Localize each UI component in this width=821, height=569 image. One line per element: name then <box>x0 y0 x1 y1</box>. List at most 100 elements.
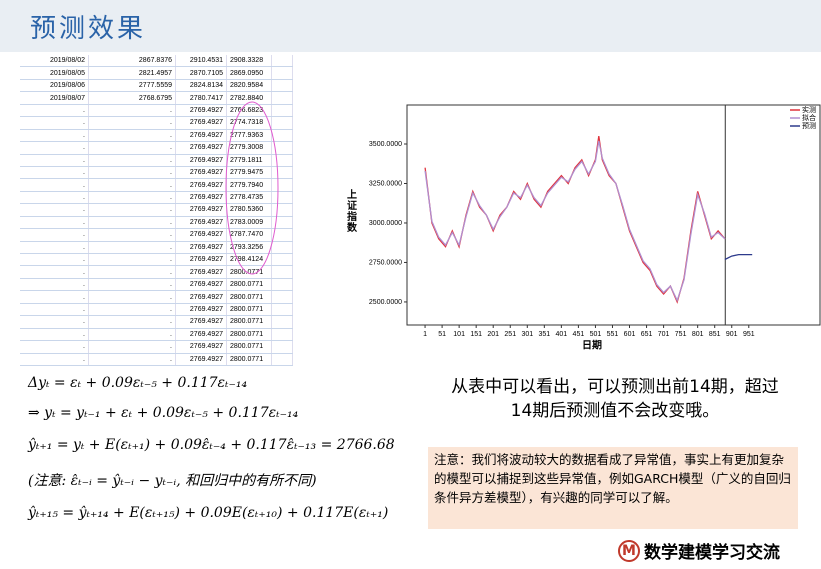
plot-frame <box>406 104 821 326</box>
x-tick-label: 1 <box>423 331 427 338</box>
x-tick-label: 201 <box>487 331 499 338</box>
legend-label: 预测 <box>802 121 816 130</box>
table-cell-empty <box>271 178 293 192</box>
table-cell: 2769.4927 <box>175 216 227 230</box>
x-tick-label: 251 <box>504 331 516 338</box>
table-cell: . <box>88 353 176 366</box>
title: 预测效果 <box>30 14 147 44</box>
x-tick-label: 351 <box>538 331 550 338</box>
logo: M 数学建模学习交流 <box>618 538 780 563</box>
table-cell: . <box>20 154 89 167</box>
table-cell: . <box>88 315 176 329</box>
table-cell-empty <box>271 216 293 230</box>
x-tick-label: 101 <box>453 331 465 338</box>
table-cell: 2777.9363 <box>226 129 272 143</box>
table-cell: . <box>20 178 89 192</box>
table-cell: 2910.4531 <box>175 55 227 68</box>
table-row: .. 2769.4927 2787.7470 <box>20 228 293 242</box>
note: 注意：我们将波动较大的数据看成了异常值，事实上有更加复杂的模型可以捕捉到这些异常… <box>428 447 798 529</box>
table-cell: . <box>88 278 176 292</box>
table-cell: . <box>88 328 176 342</box>
y-tick-label: 2750.0000 <box>369 259 402 266</box>
conclusion: 从表中可以看出，可以预测出前14期，超过14期后预测值不会改变哦。 <box>451 377 779 421</box>
table-cell: . <box>88 253 176 267</box>
table-row: .. 2769.4927 2793.3256 <box>20 241 293 255</box>
table-row: 2019/08/02 2867.8376 2910.4531 2908.3328 <box>20 55 293 68</box>
table-cell: 2769.4927 <box>175 141 227 155</box>
table-cell: . <box>88 166 176 180</box>
table-cell-empty <box>271 328 293 342</box>
formula: Δyₜ = εₜ + 0.09εₜ₋₅ + 0.117εₜ₋₁₄ <box>28 375 248 391</box>
table-cell: . <box>88 228 176 242</box>
x-tick-label: 751 <box>675 331 687 338</box>
table-cell: . <box>88 141 176 155</box>
table-row: .. 2769.4927 2800.0771 <box>20 328 293 342</box>
table-row: 2019/08/06 2777.5559 2824.8134 2820.9584 <box>20 79 293 93</box>
x-axis-label: 日期 <box>582 339 602 352</box>
table-cell: 2779.7940 <box>226 178 272 192</box>
table-row: .. 2769.4927 2779.7940 <box>20 178 293 192</box>
table-row: .. 2769.4927 2780.5360 <box>20 203 293 217</box>
table-cell: 2787.7470 <box>226 228 272 242</box>
table-cell-empty <box>271 228 293 242</box>
x-tick-label: 551 <box>607 331 619 338</box>
table-cell: 2800.0771 <box>226 278 272 292</box>
table-cell: . <box>20 340 89 354</box>
table-row: .. 2769.4927 2779.3008 <box>20 141 293 155</box>
table-cell: . <box>88 290 176 304</box>
table-cell-empty <box>271 91 293 105</box>
table-cell: 2777.5559 <box>88 79 176 93</box>
table-cell-empty <box>271 191 293 205</box>
logo-text: 数学建模学习交流 <box>644 543 780 563</box>
table-cell: 2821.4957 <box>88 66 176 80</box>
y-tick-label: 3500.0000 <box>369 141 402 148</box>
table-cell: 2869.0950 <box>226 66 272 80</box>
table-row: .. 2769.4927 2800.0771 <box>20 290 293 304</box>
table-row: .. 2769.4927 2800.0771 <box>20 315 293 329</box>
series-line <box>424 136 726 304</box>
table-cell: 2769.4927 <box>175 340 227 354</box>
table-cell: . <box>88 303 176 317</box>
table-cell: 2800.0771 <box>226 315 272 329</box>
x-tick-label: 151 <box>470 331 482 338</box>
table-cell: 2779.1811 <box>226 154 272 167</box>
table-cell-empty <box>271 253 293 267</box>
table-cell: 2779.9475 <box>226 166 272 180</box>
table-cell: 2800.0771 <box>226 303 272 317</box>
table-row: .. 2769.4927 2766.6823 <box>20 104 293 118</box>
y-tick-label: 2500.0000 <box>369 299 402 306</box>
table-cell: 2800.0771 <box>226 340 272 354</box>
x-tick-label: 51 <box>438 331 446 338</box>
table-cell: 2782.8840 <box>226 91 272 105</box>
table-cell-empty <box>271 79 293 93</box>
table-row: .. 2769.4927 2800.0771 <box>20 278 293 292</box>
table-cell-empty <box>271 166 293 180</box>
table-cell: . <box>88 241 176 255</box>
x-tick-label: 701 <box>658 331 670 338</box>
table-cell: 2870.7105 <box>175 66 227 80</box>
table-cell-empty <box>271 278 293 292</box>
table-row: .. 2769.4927 2774.7318 <box>20 116 293 130</box>
table-cell: . <box>20 141 89 155</box>
header-bar <box>0 0 821 52</box>
table-cell: . <box>88 104 176 118</box>
table-cell: . <box>20 315 89 329</box>
table-cell: 2769.4927 <box>175 154 227 167</box>
table-cell: 2769.4927 <box>175 129 227 143</box>
table-cell: 2769.4927 <box>175 315 227 329</box>
table-cell-empty <box>271 66 293 80</box>
table-cell: 2780.5360 <box>226 203 272 217</box>
formula: (注意: ε̂ₜ₋ᵢ = ŷₜ₋ᵢ − yₜ₋ᵢ, 和回归中的有所不同) <box>28 473 317 489</box>
table-cell: . <box>20 191 89 205</box>
table-cell: . <box>20 253 89 267</box>
table-cell: . <box>20 203 89 217</box>
table-cell: 2798.4124 <box>226 253 272 267</box>
table-row: 2019/08/07 2768.6795 2780.7417 2782.8840 <box>20 91 293 105</box>
x-tick-label: 401 <box>556 331 568 338</box>
table-cell: 2824.8134 <box>175 79 227 93</box>
table-cell: 2769.4927 <box>175 303 227 317</box>
table-cell: 2769.4927 <box>175 253 227 267</box>
table-cell: 2800.0771 <box>226 328 272 342</box>
table-cell: . <box>20 303 89 317</box>
